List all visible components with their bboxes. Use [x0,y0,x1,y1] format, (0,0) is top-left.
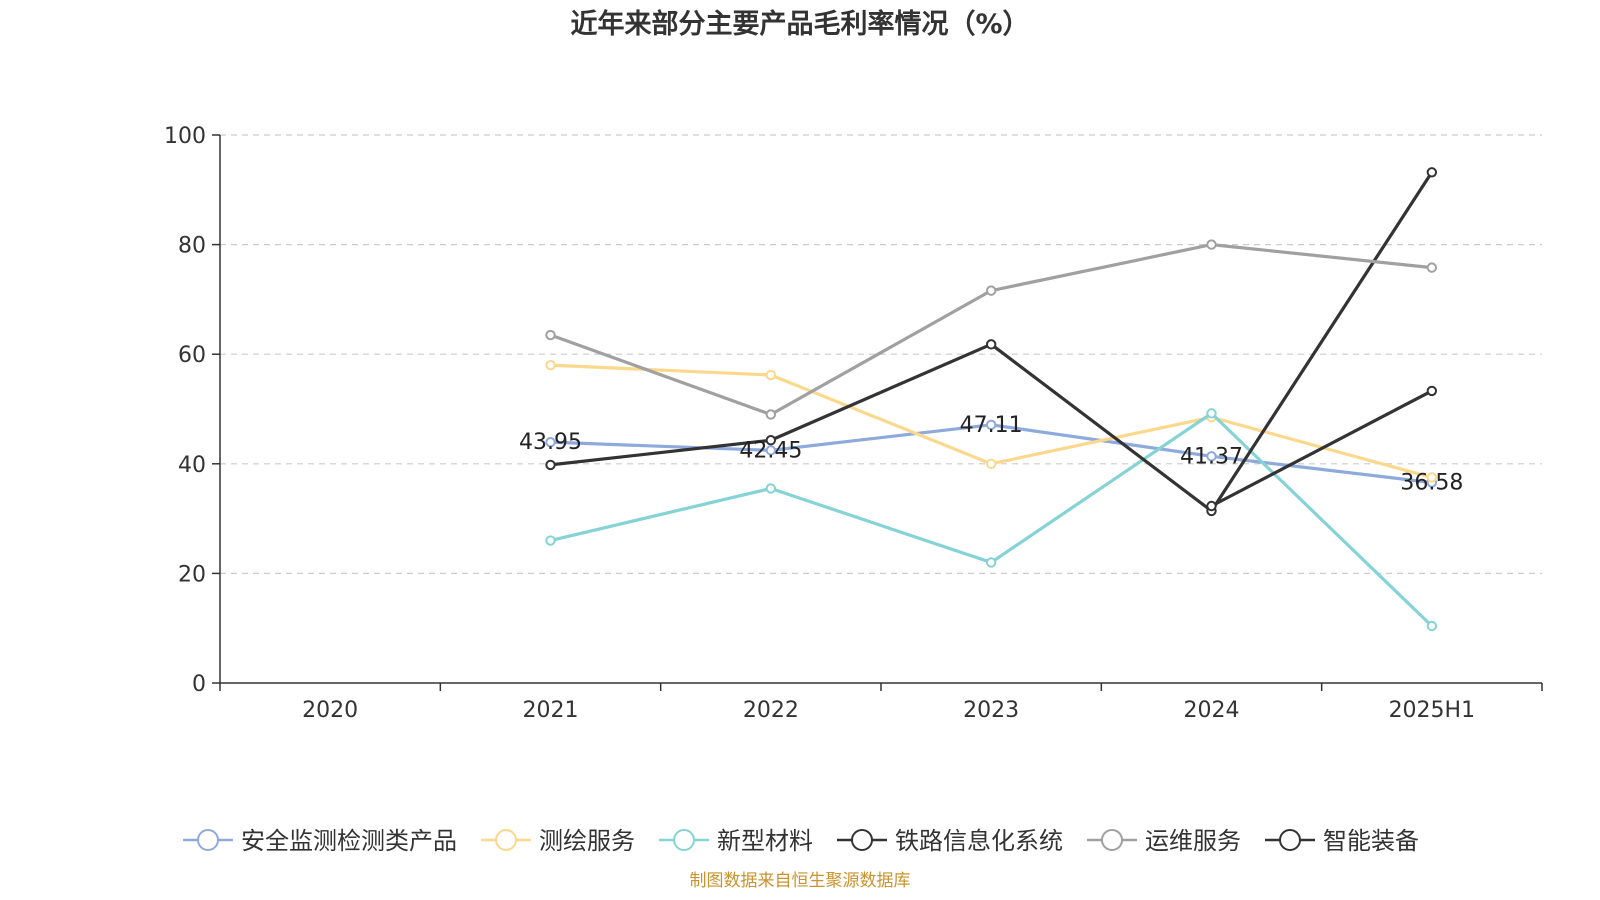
data-point [1426,167,1438,178]
legend-marker [1101,829,1123,851]
series-line [1209,389,1434,508]
legend-marker [851,829,873,851]
axes: 0 20 40 60 80 100 2020 2021 2022 2023 2024 2025H1 [164,124,1543,723]
y-tick-label: 0 [192,672,206,697]
y-tick-label: 20 [178,562,206,587]
data-point [985,285,997,296]
data-point [765,409,777,420]
series-6 [1206,385,1438,512]
y-tick-label: 100 [164,124,206,149]
legend-label: 智能装备 [1323,827,1419,855]
x-tick-label: 2023 [963,698,1019,723]
data-point [545,436,556,448]
data-point [985,339,997,350]
data-point [985,458,997,469]
data-point [765,445,777,456]
data-point [765,435,777,446]
data-label: 41.37 [1180,444,1243,469]
data-labels: 43.95 42.45 47.11 41.37 36.58 [519,413,1463,496]
legend-label: 运维服务 [1145,827,1241,855]
data-point [765,369,777,381]
data-point [985,557,997,568]
data-label: 36.58 [1400,471,1463,496]
data-point [545,459,556,471]
data-point [545,359,556,371]
data-point [1206,408,1217,419]
y-tick-label: 60 [178,343,206,368]
x-tick-label: 2021 [523,698,579,723]
legend-marker [495,829,517,851]
source-note: 制图数据来自恒生聚源数据库 [690,871,911,891]
legend-label: 铁路信息化系统 [895,827,1063,855]
data-point [985,419,997,431]
data-point [1426,620,1438,632]
data-point [765,483,777,494]
x-tick-label: 2020 [302,698,358,723]
series-line [548,411,1434,628]
legend-item-5: 运维服务 [1087,827,1241,855]
y-tick-label: 80 [178,234,206,259]
data-label: 47.11 [960,413,1023,438]
data-point [1206,500,1217,512]
legend-marker [1279,829,1301,851]
chart-title: 近年来部分主要产品毛利率情况（%） [570,8,1029,40]
legend-marker [197,829,219,851]
data-label: 42.45 [739,438,802,463]
data-point [1426,385,1438,397]
series-5 [545,239,1438,420]
series-lines [545,167,1438,632]
legend-item-4: 铁路信息化系统 [837,827,1063,855]
legend: 安全监测检测类产品 测绘服务 新型材料 铁路信息化系统 运维服务 智能装备 [183,827,1419,855]
data-label: 43.95 [519,430,582,455]
legend-item-6: 智能装备 [1265,827,1419,855]
legend-label: 安全监测检测类产品 [241,827,457,855]
legend-item-3: 新型材料 [659,827,813,855]
y-tick-label: 40 [178,453,206,478]
data-point [1426,262,1438,273]
data-point [545,329,556,341]
data-point [545,535,556,546]
legend-label: 测绘服务 [539,827,635,855]
data-point [1426,472,1438,483]
data-point [1206,239,1217,250]
legend-item-1: 安全监测检测类产品 [183,827,457,855]
legend-item-2: 测绘服务 [481,827,635,855]
series-3 [545,408,1438,632]
x-tick-label: 2024 [1184,698,1240,723]
x-tick-label: 2022 [743,698,799,723]
legend-marker [673,829,695,851]
series-4 [545,167,1438,517]
series-line [548,243,1434,417]
data-point [1206,451,1217,462]
legend-label: 新型材料 [717,827,813,855]
x-tick-label: 2025H1 [1389,698,1476,723]
